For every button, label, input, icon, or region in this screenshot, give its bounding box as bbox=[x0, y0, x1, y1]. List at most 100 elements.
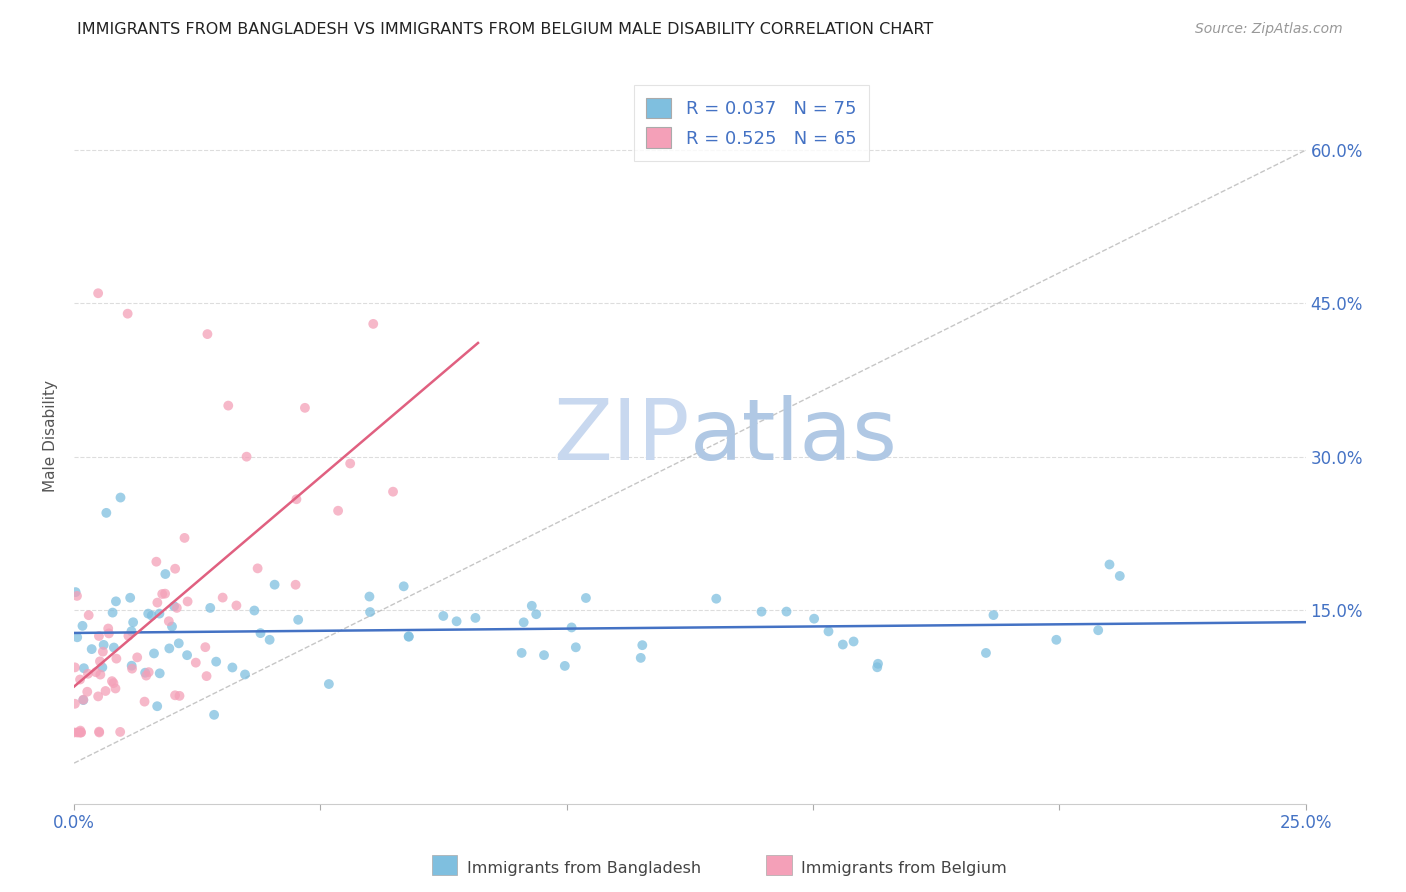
Point bbox=[263, 577, 285, 591]
Point bbox=[361, 317, 384, 331]
Point bbox=[326, 504, 349, 518]
Point bbox=[69, 723, 91, 738]
Text: ZIP: ZIP bbox=[554, 395, 690, 478]
Point bbox=[205, 655, 228, 669]
Point bbox=[398, 629, 420, 643]
Point bbox=[775, 605, 797, 619]
Point bbox=[120, 624, 142, 639]
Point bbox=[287, 613, 309, 627]
Point bbox=[104, 594, 127, 608]
Point bbox=[165, 562, 187, 576]
Point bbox=[87, 629, 110, 643]
Point bbox=[110, 491, 132, 505]
Point bbox=[249, 626, 271, 640]
Point bbox=[135, 668, 157, 682]
Point bbox=[146, 596, 169, 610]
Point bbox=[184, 656, 207, 670]
Point bbox=[194, 640, 217, 655]
Point bbox=[803, 612, 825, 626]
Point bbox=[80, 642, 103, 657]
Point bbox=[510, 646, 533, 660]
Point bbox=[318, 677, 340, 691]
Point bbox=[866, 660, 889, 674]
Point bbox=[866, 657, 889, 671]
Point bbox=[974, 646, 997, 660]
Point bbox=[294, 401, 316, 415]
Point bbox=[169, 689, 191, 703]
Point bbox=[72, 692, 94, 706]
Point bbox=[166, 600, 188, 615]
Point bbox=[565, 640, 588, 655]
Point bbox=[202, 707, 225, 722]
Point bbox=[63, 697, 86, 711]
Point bbox=[561, 620, 583, 634]
Point bbox=[121, 662, 143, 676]
Text: Immigrants from Bangladesh: Immigrants from Bangladesh bbox=[467, 862, 702, 876]
Point bbox=[165, 688, 187, 702]
Point bbox=[136, 607, 159, 621]
Point bbox=[243, 603, 266, 617]
Point bbox=[150, 587, 173, 601]
Point bbox=[101, 606, 124, 620]
Point bbox=[631, 638, 654, 652]
Point bbox=[117, 629, 139, 643]
Point bbox=[751, 605, 773, 619]
Point bbox=[134, 665, 156, 680]
Point bbox=[160, 619, 183, 633]
Point bbox=[87, 690, 110, 704]
Point bbox=[704, 591, 727, 606]
Point bbox=[122, 615, 145, 630]
Point bbox=[200, 601, 222, 615]
Point bbox=[94, 684, 117, 698]
Point bbox=[89, 654, 111, 668]
Y-axis label: Male Disability: Male Disability bbox=[44, 380, 58, 492]
Point bbox=[339, 457, 361, 471]
Point bbox=[359, 590, 381, 604]
Point bbox=[65, 585, 87, 599]
Point bbox=[72, 619, 94, 633]
Point bbox=[176, 648, 198, 662]
Point bbox=[63, 660, 86, 674]
Point bbox=[163, 599, 186, 614]
Point bbox=[73, 661, 96, 675]
Point bbox=[533, 648, 555, 662]
Point bbox=[63, 725, 86, 739]
Point bbox=[103, 676, 125, 690]
Point bbox=[87, 286, 110, 301]
Point bbox=[157, 614, 180, 628]
Point bbox=[97, 626, 120, 640]
Point bbox=[153, 587, 176, 601]
Point bbox=[108, 725, 131, 739]
Point bbox=[157, 641, 180, 656]
Point bbox=[84, 665, 107, 680]
Text: Immigrants from Belgium: Immigrants from Belgium bbox=[801, 862, 1007, 876]
Point bbox=[148, 607, 170, 621]
Point bbox=[359, 605, 381, 619]
Point bbox=[176, 594, 198, 608]
Point bbox=[233, 667, 256, 681]
Point bbox=[70, 725, 93, 739]
Point bbox=[72, 693, 94, 707]
Point bbox=[66, 725, 89, 739]
Point bbox=[104, 681, 127, 696]
Point bbox=[96, 506, 118, 520]
Point bbox=[1045, 632, 1067, 647]
Point bbox=[91, 660, 114, 674]
Point bbox=[432, 609, 454, 624]
Point bbox=[155, 567, 177, 582]
Point bbox=[817, 624, 839, 639]
Point bbox=[146, 699, 169, 714]
Point bbox=[66, 589, 89, 603]
Point bbox=[1087, 624, 1109, 638]
Point bbox=[446, 615, 468, 629]
Point bbox=[217, 399, 239, 413]
Point bbox=[284, 578, 307, 592]
Point bbox=[382, 484, 405, 499]
Point bbox=[221, 660, 243, 674]
Point bbox=[167, 636, 190, 650]
Text: atlas: atlas bbox=[690, 395, 898, 478]
Point bbox=[149, 666, 172, 681]
Point bbox=[97, 622, 120, 636]
Point bbox=[259, 632, 281, 647]
Point bbox=[69, 673, 91, 687]
